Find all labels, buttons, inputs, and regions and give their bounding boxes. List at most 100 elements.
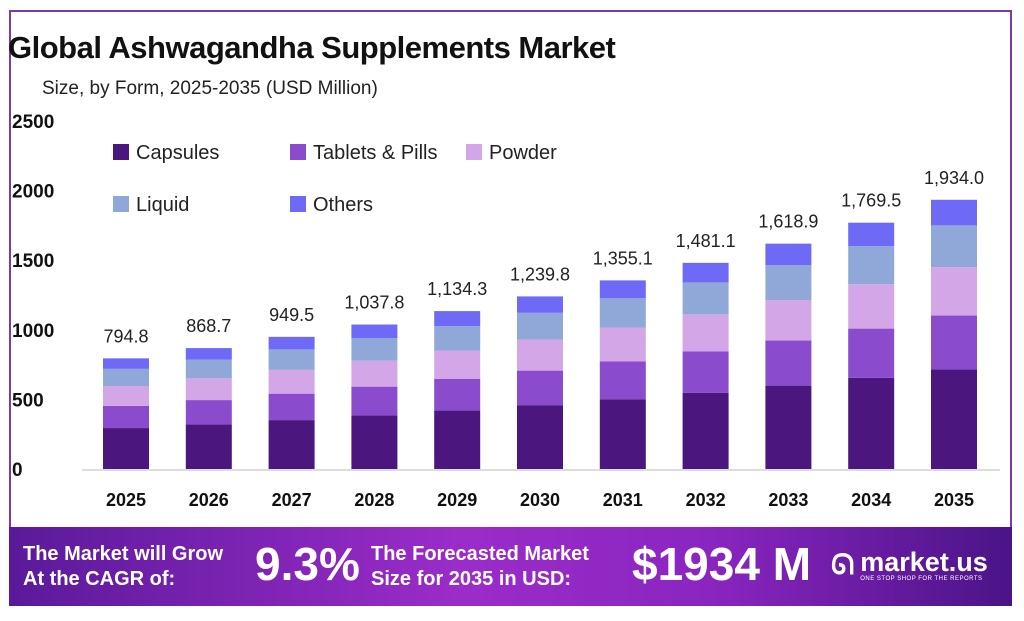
- bar-segment-liquid-2032: [682, 282, 729, 315]
- x-tick-label: 2026: [189, 490, 229, 510]
- bar-segment-liquid-2031: [599, 298, 646, 328]
- bar-segment-powder-2027: [268, 369, 315, 394]
- chart-title: Global Ashwagandha Supplements Market: [8, 30, 616, 65]
- logo-text: market.us: [860, 546, 988, 577]
- legend-label: Tablets & Pills: [313, 142, 438, 164]
- cagr-label: The Market will Grow At the CAGR of:: [23, 542, 223, 592]
- bar-segment-capsules-2029: [434, 410, 481, 469]
- total-label: 868.7: [186, 316, 231, 336]
- bar-segment-powder-2030: [517, 339, 563, 371]
- y-tick-label: 0: [12, 460, 23, 481]
- bar-segment-capsules-2032: [682, 392, 729, 469]
- logo-icon: ᘏ: [831, 549, 855, 580]
- market-us-logo: ᘏ market.us ONE STOP SHOP FOR THE REPORTS: [831, 546, 988, 582]
- bar-segment-liquid-2027: [268, 349, 315, 370]
- bar-segment-liquid-2030: [517, 312, 563, 340]
- forecast-label: The Forecasted Market Size for 2035 in US…: [371, 542, 589, 592]
- bar-segment-powder-2032: [682, 314, 729, 352]
- x-tick-label: 2030: [520, 490, 560, 510]
- legend-label: Capsules: [136, 142, 219, 164]
- legend-swatch: [290, 196, 306, 212]
- x-tick-label: 2028: [354, 490, 394, 510]
- bar-segment-tablets-pills-2033: [765, 340, 812, 386]
- total-label: 949.5: [269, 305, 314, 325]
- total-label: 1,239.8: [510, 264, 570, 284]
- forecast-label-line2: Size for 2035 in USD:: [371, 568, 572, 590]
- bar-segment-powder-2031: [599, 327, 646, 362]
- bar-segment-powder-2028: [351, 360, 398, 387]
- bar-segment-liquid-2025: [103, 368, 149, 387]
- total-label: 1,481.1: [676, 231, 736, 251]
- forecast-label-line1: The Forecasted Market: [371, 543, 589, 565]
- bar-segment-capsules-2025: [103, 428, 149, 469]
- chart-subtitle: Size, by Form, 2025-2035 (USD Million): [42, 78, 378, 99]
- legend-label: Liquid: [136, 194, 189, 216]
- x-tick-label: 2035: [934, 490, 974, 510]
- bar-segment-capsules-2026: [185, 424, 232, 469]
- bar-segment-tablets-pills-2035: [931, 315, 977, 370]
- y-tick-label: 2000: [12, 182, 54, 203]
- bar-segment-tablets-pills-2031: [599, 361, 646, 400]
- total-label: 1,934.0: [924, 168, 984, 188]
- total-label: 794.8: [103, 326, 148, 346]
- bar-segment-powder-2035: [931, 267, 977, 316]
- total-label: 1,355.1: [593, 248, 653, 268]
- bar-segment-capsules-2030: [517, 405, 563, 469]
- legend-label: Others: [313, 194, 373, 216]
- bar-segment-powder-2026: [185, 378, 232, 401]
- bar-segment-powder-2029: [434, 350, 481, 379]
- bar-segment-tablets-pills-2032: [682, 351, 729, 393]
- x-tick-label: 2031: [603, 490, 643, 510]
- x-tick-label: 2034: [851, 490, 891, 510]
- bar-segment-others-2033: [765, 243, 812, 266]
- bar-segment-capsules-2031: [599, 399, 646, 469]
- bar-segment-tablets-pills-2027: [268, 393, 315, 421]
- bar-segment-liquid-2029: [434, 326, 481, 351]
- bar-segment-others-2028: [351, 324, 398, 339]
- bar-segment-others-2032: [682, 262, 729, 283]
- cagr-label-line1: The Market will Grow: [23, 543, 224, 565]
- bar-segment-capsules-2035: [931, 369, 977, 469]
- bar-segment-others-2035: [931, 199, 977, 226]
- bar-segment-others-2031: [599, 280, 646, 299]
- summary-banner: The Market will Grow At the CAGR of: 9.3%…: [9, 527, 1012, 606]
- logo-tagline: ONE STOP SHOP FOR THE REPORTS: [860, 575, 983, 582]
- bar-segment-powder-2034: [848, 284, 895, 329]
- y-tick-label: 2500: [12, 112, 54, 133]
- cagr-label-line2: At the CAGR of:: [23, 568, 176, 590]
- total-label: 1,037.8: [344, 293, 404, 313]
- bar-segment-liquid-2026: [185, 359, 232, 379]
- bar-segment-capsules-2027: [268, 420, 315, 469]
- bar-segment-others-2026: [185, 348, 232, 360]
- bar-segment-tablets-pills-2034: [848, 328, 895, 378]
- bar-segment-powder-2033: [765, 299, 812, 341]
- bar-segment-liquid-2035: [931, 225, 977, 268]
- legend-swatch: [466, 144, 482, 160]
- bar-segment-liquid-2034: [848, 246, 895, 285]
- bar-segment-liquid-2028: [351, 338, 398, 361]
- x-tick-label: 2027: [272, 490, 312, 510]
- bar-segment-tablets-pills-2026: [185, 400, 232, 425]
- legend-swatch: [290, 144, 306, 160]
- bar-segment-tablets-pills-2029: [434, 378, 481, 411]
- bar-segment-others-2030: [517, 296, 563, 313]
- bar-segment-tablets-pills-2025: [103, 405, 149, 429]
- bar-segment-tablets-pills-2028: [351, 386, 398, 416]
- y-tick-label: 1000: [12, 321, 54, 342]
- x-tick-label: 2033: [768, 490, 808, 510]
- legend-label: Powder: [489, 142, 557, 164]
- y-tick-label: 1500: [12, 251, 54, 272]
- cagr-value: 9.3%: [255, 538, 360, 590]
- image-frame: [9, 10, 1012, 606]
- total-label: 1,618.9: [758, 212, 818, 232]
- bar-segment-powder-2025: [103, 386, 149, 406]
- bar-segment-others-2025: [103, 358, 149, 369]
- bar-segment-others-2027: [268, 336, 315, 350]
- total-label: 1,134.3: [427, 279, 487, 299]
- x-tick-label: 2029: [437, 490, 477, 510]
- bar-segment-liquid-2033: [765, 265, 812, 300]
- legend-swatch: [113, 144, 129, 160]
- total-label: 1,769.5: [841, 191, 901, 211]
- bar-segment-others-2034: [848, 222, 895, 247]
